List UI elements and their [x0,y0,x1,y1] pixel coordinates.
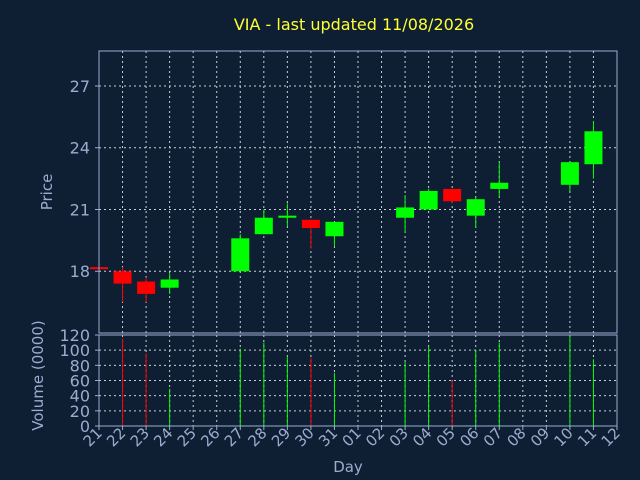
candle [396,195,415,233]
candle-body [301,219,320,229]
price-panel-border [98,50,618,334]
volume-axis-label: Volume (0000) [29,320,47,430]
candle-body [419,190,438,210]
x-tick-label: 09 [527,424,553,450]
candle-body [325,221,344,237]
candle [160,273,179,294]
candle-body [160,279,179,288]
price-y-ticks: 18 21 24 27 [70,77,99,281]
candle [490,162,509,198]
volume-bars [122,336,594,426]
price-tick-label: 21 [70,200,90,219]
candle-body [396,207,415,218]
candle-body [490,182,509,189]
x-tick-label: 31 [315,424,341,450]
candle-body [560,162,579,185]
candle-body [278,215,297,218]
candle-body [231,238,250,272]
volume-grid [99,335,617,426]
candle [137,277,156,303]
x-tick-label: 28 [244,424,270,450]
x-tick-label: 23 [127,424,153,450]
candle [254,209,273,235]
candle-body [137,281,156,294]
x-tick-label: 25 [174,424,200,450]
price-tick-label: 27 [70,77,90,96]
x-tick-label: 24 [150,424,176,450]
candle-body [443,188,462,202]
volume-tick-label: 40 [70,387,90,406]
x-tick-label: 27 [221,424,247,450]
price-axis-label: Price [38,174,56,211]
x-tick-label: 06 [456,424,482,450]
x-tick-label: 29 [268,424,294,450]
volume-tick-label: 20 [70,402,90,421]
price-grid [99,51,617,333]
candle [419,188,438,210]
candle [325,221,344,247]
chart-title: VIA - last updated 11/08/2026 [234,15,474,34]
x-tick-label: 08 [503,424,529,450]
candle-body [113,271,132,284]
candle-body [254,217,273,235]
candle [301,219,320,249]
x-tick-labels: 2122232425262728293031010203040506070809… [80,424,624,450]
candle [443,188,462,204]
x-tick-label: 07 [480,424,506,450]
x-tick-label: 11 [574,424,600,450]
x-tick-label: 10 [551,424,577,450]
price-tick-label: 18 [70,262,90,281]
candle [113,267,132,303]
volume-tick-label: 120 [59,326,90,345]
candle [278,203,297,226]
candle [231,234,250,272]
x-axis-label: Day [333,458,363,476]
volume-tick-label: 0 [80,417,90,436]
x-tick-label: 03 [386,424,412,450]
candle [560,162,579,191]
x-tick-label: 26 [197,424,223,450]
volume-tick-label: 60 [70,372,90,391]
candle-body [466,199,485,216]
x-tick-label: 05 [433,424,459,450]
volume-tick-label: 80 [70,356,90,375]
x-tick-label: 02 [362,424,388,450]
candle [584,120,603,179]
price-tick-label: 24 [70,139,90,158]
x-tick-label: 30 [292,424,318,450]
candle [466,197,485,229]
volume-tick-label: 100 [59,341,90,360]
x-tick-label: 22 [103,424,129,450]
x-tick-label: 12 [598,424,624,450]
x-tick-label: 01 [339,424,365,450]
x-tick-label: 04 [409,424,435,450]
price-panel: 18 21 24 27 [70,50,618,334]
candle-body [584,131,603,165]
